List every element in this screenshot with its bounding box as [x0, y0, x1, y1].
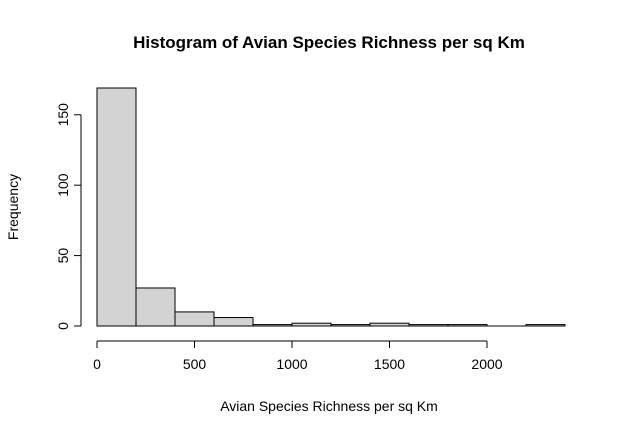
histogram-bar-2 [174, 311, 215, 327]
histogram-bar-6 [330, 324, 371, 327]
chart-title: Histogram of Avian Species Richness per … [133, 33, 525, 52]
y-tick-label-0: 0 [55, 322, 71, 330]
histogram-bar-3 [213, 317, 254, 327]
histogram-bar-8 [408, 324, 449, 327]
x-tick-label-0: 0 [93, 356, 101, 372]
histogram-bar-1 [135, 287, 176, 327]
bars-group [96, 87, 566, 327]
histogram-bar-9 [447, 324, 488, 327]
x-tick-label-4: 2000 [471, 356, 502, 372]
y-tick-label-3: 150 [55, 103, 71, 127]
histogram-bar-7 [369, 322, 410, 327]
y-tick-label-1: 50 [55, 248, 71, 264]
histogram-bar-0 [96, 87, 137, 327]
histogram-bar-11 [525, 324, 566, 327]
x-axis-label: Avian Species Richness per sq Km [220, 398, 438, 414]
y-axis: 0 50 100 150 [55, 103, 82, 330]
histogram-bar-5 [291, 322, 332, 327]
y-axis-label: Frequency [5, 174, 21, 240]
histogram-bar-4 [252, 324, 293, 327]
x-tick-label-3: 1500 [374, 356, 405, 372]
x-axis: 0 500 1000 1500 2000 [93, 340, 503, 372]
y-tick-label-2: 100 [55, 173, 71, 197]
x-tick-label-1: 500 [183, 356, 207, 372]
x-tick-label-2: 1000 [276, 356, 307, 372]
